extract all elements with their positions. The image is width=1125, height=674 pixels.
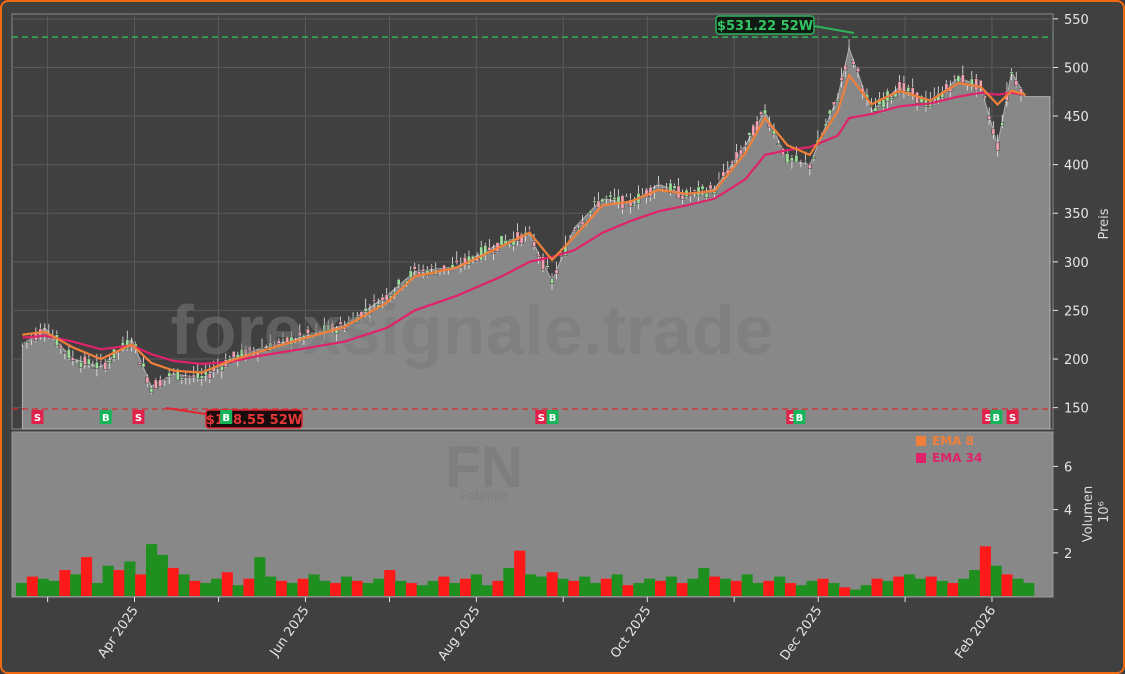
- sell-signal-marker: S: [31, 410, 44, 424]
- sell-signal-marker: S: [535, 410, 548, 424]
- svg-text:EMA 8: EMA 8: [932, 434, 974, 448]
- svg-text:6: 6: [1064, 460, 1072, 475]
- svg-text:Dec 2025: Dec 2025: [777, 604, 825, 664]
- ema34-line: [22, 91, 1026, 365]
- 52w-high-label: $531.22 52W: [715, 15, 855, 35]
- ticker-watermark: FN: [445, 435, 522, 500]
- svg-text:B: B: [102, 413, 110, 424]
- svg-text:250: 250: [1064, 304, 1089, 319]
- svg-text:500: 500: [1064, 61, 1089, 76]
- sell-signal-marker: S: [132, 410, 145, 424]
- volume-panel: [11, 431, 1054, 598]
- svg-text:S: S: [34, 413, 41, 424]
- svg-text:450: 450: [1064, 110, 1089, 125]
- svg-text:550: 550: [1064, 13, 1089, 28]
- svg-text:350: 350: [1064, 207, 1089, 222]
- legend: EMA 8 EMA 34: [916, 434, 982, 465]
- volume-multiplier: 10⁶: [1097, 501, 1112, 523]
- legend-item: EMA 34: [916, 451, 982, 465]
- svg-text:400: 400: [1064, 159, 1089, 174]
- buy-signal-marker: B: [793, 410, 806, 424]
- legend-item: EMA 8: [916, 434, 974, 448]
- svg-text:B: B: [796, 413, 804, 424]
- svg-text:S: S: [538, 413, 545, 424]
- svg-text:B: B: [992, 413, 1000, 424]
- volume-bars: [16, 544, 1035, 596]
- svg-text:S: S: [789, 413, 796, 424]
- svg-text:Feb 2026: Feb 2026: [952, 604, 999, 662]
- watermark: forexsignale.trade: [171, 291, 774, 369]
- svg-text:2: 2: [1064, 547, 1072, 562]
- buy-signal-marker: B: [220, 410, 233, 424]
- buy-signal-marker: B: [546, 410, 559, 424]
- svg-text:B: B: [549, 413, 557, 424]
- svg-text:Jun 2025: Jun 2025: [267, 604, 313, 661]
- svg-text:Apr 2025: Apr 2025: [95, 604, 142, 662]
- volume-axis-title: Volumen: [1081, 486, 1096, 543]
- svg-text:$531.22 52W: $531.22 52W: [717, 19, 813, 34]
- sell-signal-marker: S: [1006, 410, 1019, 424]
- svg-text:EMA 34: EMA 34: [932, 451, 982, 465]
- svg-text:S: S: [1009, 413, 1016, 424]
- svg-text:B: B: [222, 413, 230, 424]
- company-watermark: Fabrinet: [460, 488, 508, 503]
- svg-text:4: 4: [1064, 504, 1072, 519]
- svg-text:200: 200: [1064, 353, 1089, 368]
- ema8-line: [22, 72, 1026, 374]
- svg-text:S: S: [135, 413, 142, 424]
- buy-signal-marker: B: [99, 410, 112, 424]
- buy-signal-marker: B: [990, 410, 1003, 424]
- svg-text:300: 300: [1064, 256, 1089, 271]
- price-axis-title: Preis: [1097, 208, 1112, 239]
- svg-text:S: S: [984, 413, 991, 424]
- svg-text:Oct 2025: Oct 2025: [608, 604, 655, 662]
- svg-text:Aug 2025: Aug 2025: [435, 604, 483, 664]
- svg-text:150: 150: [1064, 402, 1089, 417]
